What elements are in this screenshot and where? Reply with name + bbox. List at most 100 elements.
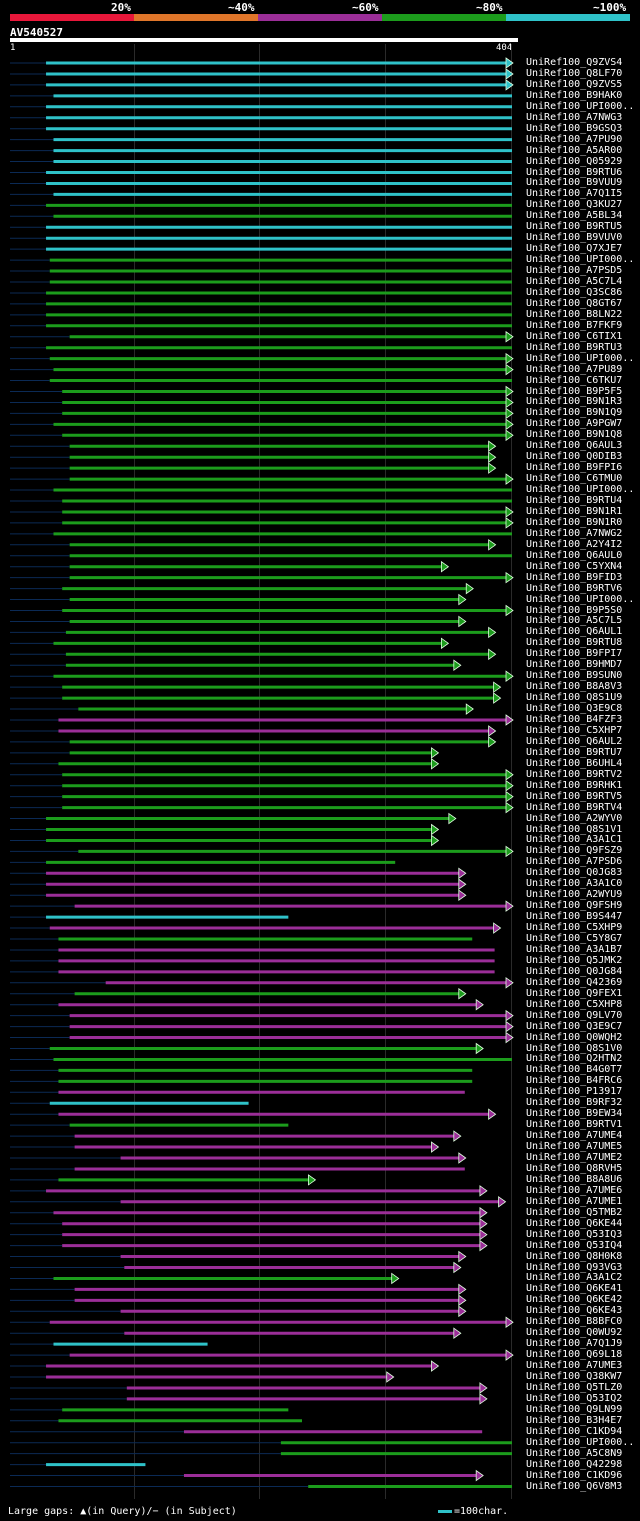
- hit-label[interactable]: UniRef100_A7UME2: [526, 1152, 623, 1163]
- hit-label[interactable]: UniRef100_B9RF32: [526, 1097, 623, 1109]
- hit-label[interactable]: UniRef100_UPI000..: [526, 100, 635, 112]
- hit-label[interactable]: UniRef100_B9N1R0: [526, 516, 623, 528]
- hit-label[interactable]: UniRef100_B9FPI7: [526, 648, 623, 660]
- hit-label[interactable]: UniRef100_B9RTV5: [526, 790, 623, 802]
- hit-label[interactable]: UniRef100_B8BFC0: [526, 1316, 623, 1328]
- hit-label[interactable]: UniRef100_A7PSD6: [526, 856, 623, 868]
- hit-label[interactable]: UniRef100_B9EW34: [526, 1108, 623, 1120]
- hit-label[interactable]: UniRef100_Q8RVH5: [526, 1162, 623, 1174]
- hit-label[interactable]: UniRef100_UPI000..: [526, 352, 635, 364]
- hit-label[interactable]: UniRef100_Q6KE42: [526, 1294, 623, 1306]
- hit-label[interactable]: UniRef100_B6UHL4: [526, 757, 623, 769]
- hit-label[interactable]: UniRef100_B9RTV1: [526, 1119, 623, 1131]
- hit-label[interactable]: UniRef100_C5XHP8: [526, 998, 623, 1010]
- hit-label[interactable]: UniRef100_B9RTV4: [526, 801, 623, 813]
- hit-label[interactable]: UniRef100_B9HAK0: [526, 89, 623, 101]
- hit-label[interactable]: UniRef100_Q9LN99: [526, 1403, 623, 1415]
- hit-label[interactable]: UniRef100_A7NWG2: [526, 527, 623, 539]
- hit-label[interactable]: UniRef100_B9P5F5: [526, 385, 623, 397]
- hit-label[interactable]: UniRef100_B9RTU4: [526, 495, 623, 506]
- hit-label[interactable]: UniRef100_A3A1C0: [526, 878, 623, 890]
- hit-label[interactable]: UniRef100_B9RHK1: [526, 779, 623, 791]
- hit-label[interactable]: UniRef100_A7NWG3: [526, 111, 623, 123]
- hit-label[interactable]: UniRef100_C5XHP7: [526, 724, 623, 736]
- hit-label[interactable]: UniRef100_Q69L18: [526, 1349, 623, 1361]
- hit-label[interactable]: UniRef100_UPI000..: [526, 1436, 635, 1448]
- hit-label[interactable]: UniRef100_Q9LV70: [526, 1009, 623, 1021]
- hit-label[interactable]: UniRef100_A7UME4: [526, 1130, 623, 1142]
- hit-label[interactable]: UniRef100_P13917: [526, 1086, 623, 1098]
- hit-label[interactable]: UniRef100_Q6KE44: [526, 1217, 623, 1229]
- hit-label[interactable]: UniRef100_B9VUV0: [526, 232, 623, 244]
- hit-label[interactable]: UniRef100_B9FPI6: [526, 462, 623, 474]
- hit-label[interactable]: UniRef100_Q8S1V1: [526, 823, 623, 835]
- hit-label[interactable]: UniRef100_Q93VG3: [526, 1261, 623, 1273]
- hit-label[interactable]: UniRef100_B9HMD7: [526, 659, 623, 671]
- hit-label[interactable]: UniRef100_Q8H0K8: [526, 1250, 623, 1262]
- hit-label[interactable]: UniRef100_Q42298: [526, 1458, 623, 1470]
- hit-label[interactable]: UniRef100_B9N1Q8: [526, 429, 623, 441]
- hit-label[interactable]: UniRef100_Q6KE41: [526, 1283, 623, 1295]
- hit-label[interactable]: UniRef100_A7UME1: [526, 1195, 623, 1207]
- hit-label[interactable]: UniRef100_UPI000..: [526, 254, 635, 266]
- hit-label[interactable]: UniRef100_B9S447: [526, 911, 623, 923]
- hit-label[interactable]: UniRef100_A7UME6: [526, 1184, 623, 1196]
- hit-label[interactable]: UniRef100_C5YXN4: [526, 560, 623, 572]
- hit-label[interactable]: UniRef100_Q3KU27: [526, 199, 623, 211]
- hit-label[interactable]: UniRef100_Q9ZVS4: [526, 57, 623, 68]
- hit-label[interactable]: UniRef100_B9RTV2: [526, 768, 623, 780]
- hit-label[interactable]: UniRef100_Q5TLZ0: [526, 1381, 623, 1393]
- hit-label[interactable]: UniRef100_Q9FSH9: [526, 900, 623, 912]
- hit-label[interactable]: UniRef100_A7PU90: [526, 133, 623, 145]
- hit-label[interactable]: UniRef100_B9N1R1: [526, 505, 623, 517]
- hit-label[interactable]: UniRef100_Q53IQ4: [526, 1239, 623, 1251]
- hit-label[interactable]: UniRef100_Q8GT67: [526, 297, 623, 309]
- hit-label[interactable]: UniRef100_Q0WU92: [526, 1327, 623, 1339]
- hit-label[interactable]: UniRef100_B4FRC6: [526, 1075, 623, 1087]
- hit-label[interactable]: UniRef100_UPI000..: [526, 484, 635, 496]
- hit-label[interactable]: UniRef100_B9RTU3: [526, 341, 623, 353]
- hit-label[interactable]: UniRef100_A5BL34: [526, 210, 623, 222]
- hit-label[interactable]: UniRef100_A7Q1J9: [526, 1338, 623, 1350]
- hit-label[interactable]: UniRef100_A2WYV0: [526, 812, 623, 824]
- hit-label[interactable]: UniRef100_Q6V8M3: [526, 1480, 623, 1492]
- hit-label[interactable]: UniRef100_Q5TMB2: [526, 1206, 623, 1218]
- hit-label[interactable]: UniRef100_C5XHP9: [526, 922, 623, 934]
- hit-label[interactable]: UniRef100_A2Y4I2: [526, 538, 623, 550]
- hit-label[interactable]: UniRef100_B3H4E7: [526, 1414, 623, 1426]
- hit-label[interactable]: UniRef100_A7PSD5: [526, 265, 623, 277]
- hit-label[interactable]: UniRef100_Q53IQ3: [526, 1228, 623, 1240]
- hit-label[interactable]: UniRef100_A5C8N9: [526, 1447, 623, 1459]
- hit-label[interactable]: UniRef100_Q9FSZ9: [526, 845, 623, 857]
- hit-label[interactable]: UniRef100_UPI000..: [526, 593, 635, 605]
- hit-label[interactable]: UniRef100_C5Y8G7: [526, 933, 623, 944]
- hit-label[interactable]: UniRef100_Q0DIB3: [526, 451, 623, 463]
- hit-label[interactable]: UniRef100_B9GSQ3: [526, 122, 623, 134]
- hit-label[interactable]: UniRef100_Q0WQH2: [526, 1031, 623, 1043]
- hit-label[interactable]: UniRef100_Q6AUL3: [526, 440, 623, 452]
- hit-label[interactable]: UniRef100_Q8S1U9: [526, 692, 623, 704]
- hit-label[interactable]: UniRef100_B8LN22: [526, 308, 623, 320]
- hit-label[interactable]: UniRef100_C1KD96: [526, 1469, 623, 1481]
- hit-label[interactable]: UniRef100_Q6KE43: [526, 1305, 623, 1317]
- hit-label[interactable]: UniRef100_Q42369: [526, 976, 623, 988]
- hit-label[interactable]: UniRef100_B4FZF3: [526, 714, 623, 725]
- hit-label[interactable]: UniRef100_A3A1C1: [526, 834, 623, 846]
- hit-label[interactable]: UniRef100_B9SUN0: [526, 670, 623, 682]
- hit-label[interactable]: UniRef100_Q53IQ2: [526, 1392, 623, 1404]
- hit-label[interactable]: UniRef100_Q05929: [526, 155, 623, 167]
- hit-label[interactable]: UniRef100_Q9ZVS5: [526, 78, 623, 90]
- hit-label[interactable]: UniRef100_B9RTU8: [526, 637, 623, 649]
- hit-label[interactable]: UniRef100_Q8LF70: [526, 67, 623, 79]
- hit-label[interactable]: UniRef100_A9PGW7: [526, 418, 623, 430]
- hit-label[interactable]: UniRef100_B9RTU5: [526, 221, 623, 233]
- hit-label[interactable]: UniRef100_Q0JG83: [526, 867, 623, 879]
- hit-label[interactable]: UniRef100_A5AR00: [526, 144, 623, 156]
- hit-label[interactable]: UniRef100_Q38KW7: [526, 1371, 623, 1382]
- hit-label[interactable]: UniRef100_B7FKF9: [526, 319, 623, 331]
- hit-label[interactable]: UniRef100_B9RTU7: [526, 746, 623, 758]
- hit-label[interactable]: UniRef100_Q6AUL2: [526, 735, 623, 747]
- hit-label[interactable]: UniRef100_Q7XJE7: [526, 243, 623, 255]
- hit-label[interactable]: UniRef100_C6TMU0: [526, 473, 623, 485]
- hit-label[interactable]: UniRef100_B9RTU6: [526, 166, 623, 178]
